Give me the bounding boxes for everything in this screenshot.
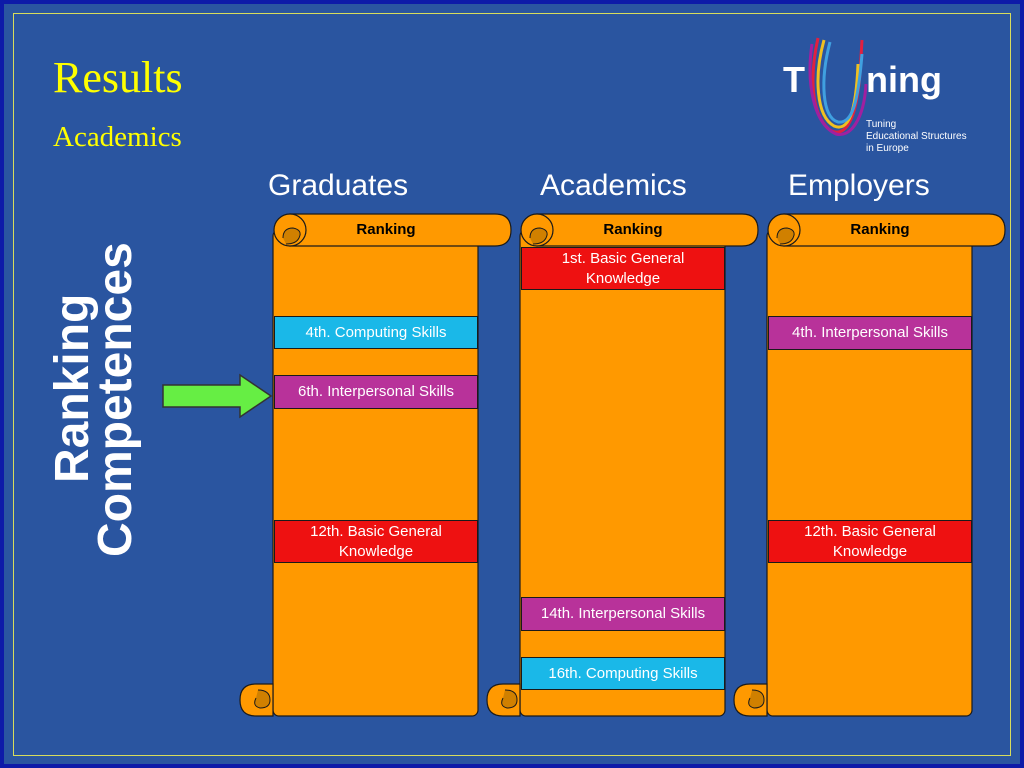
scroll-employers xyxy=(733,213,1006,717)
pointer-arrow-icon xyxy=(162,373,273,419)
slide-subtitle: Academics xyxy=(53,121,182,153)
logo-tagline-line3: in Europe xyxy=(866,143,909,154)
column-heading-employers: Employers xyxy=(788,169,930,202)
academics-rank-computing-skills: 16th. Computing Skills xyxy=(521,657,725,690)
academics-rank-basic-general-knowledge: 1st. Basic General Knowledge xyxy=(521,247,725,290)
logo-letter-t: T xyxy=(783,59,805,100)
slide-title: Results xyxy=(53,53,183,102)
employers-rank-basic-general-knowledge: 12th. Basic General Knowledge xyxy=(768,520,972,563)
logo-tagline: Tuning Educational Structures in Europe xyxy=(866,119,967,155)
ranking-label-graduates: Ranking xyxy=(356,221,416,238)
ranking-label-academics: Ranking xyxy=(603,221,663,238)
graduates-rank-computing-skills: 4th. Computing Skills xyxy=(274,316,478,349)
logo-swoosh-icon xyxy=(808,37,868,137)
slide-inner-border xyxy=(13,13,1011,756)
graduates-rank-interpersonal-skills: 6th. Interpersonal Skills xyxy=(274,375,478,409)
logo-tagline-line1: Tuning xyxy=(866,119,897,130)
employers-rank-interpersonal-skills: 4th. Interpersonal Skills xyxy=(768,316,972,350)
logo-word-ning: ning xyxy=(866,59,942,100)
scroll-academics xyxy=(486,213,759,717)
scroll-graduates xyxy=(239,213,512,717)
ranking-label-employers: Ranking xyxy=(850,221,910,238)
column-heading-graduates: Graduates xyxy=(268,169,409,202)
column-heading-academics: Academics xyxy=(540,169,687,202)
academics-rank-interpersonal-skills: 14th. Interpersonal Skills xyxy=(521,597,725,631)
logo-tagline-line2: Educational Structures xyxy=(866,131,967,142)
graduates-rank-basic-general-knowledge: 12th. Basic General Knowledge xyxy=(274,520,478,563)
